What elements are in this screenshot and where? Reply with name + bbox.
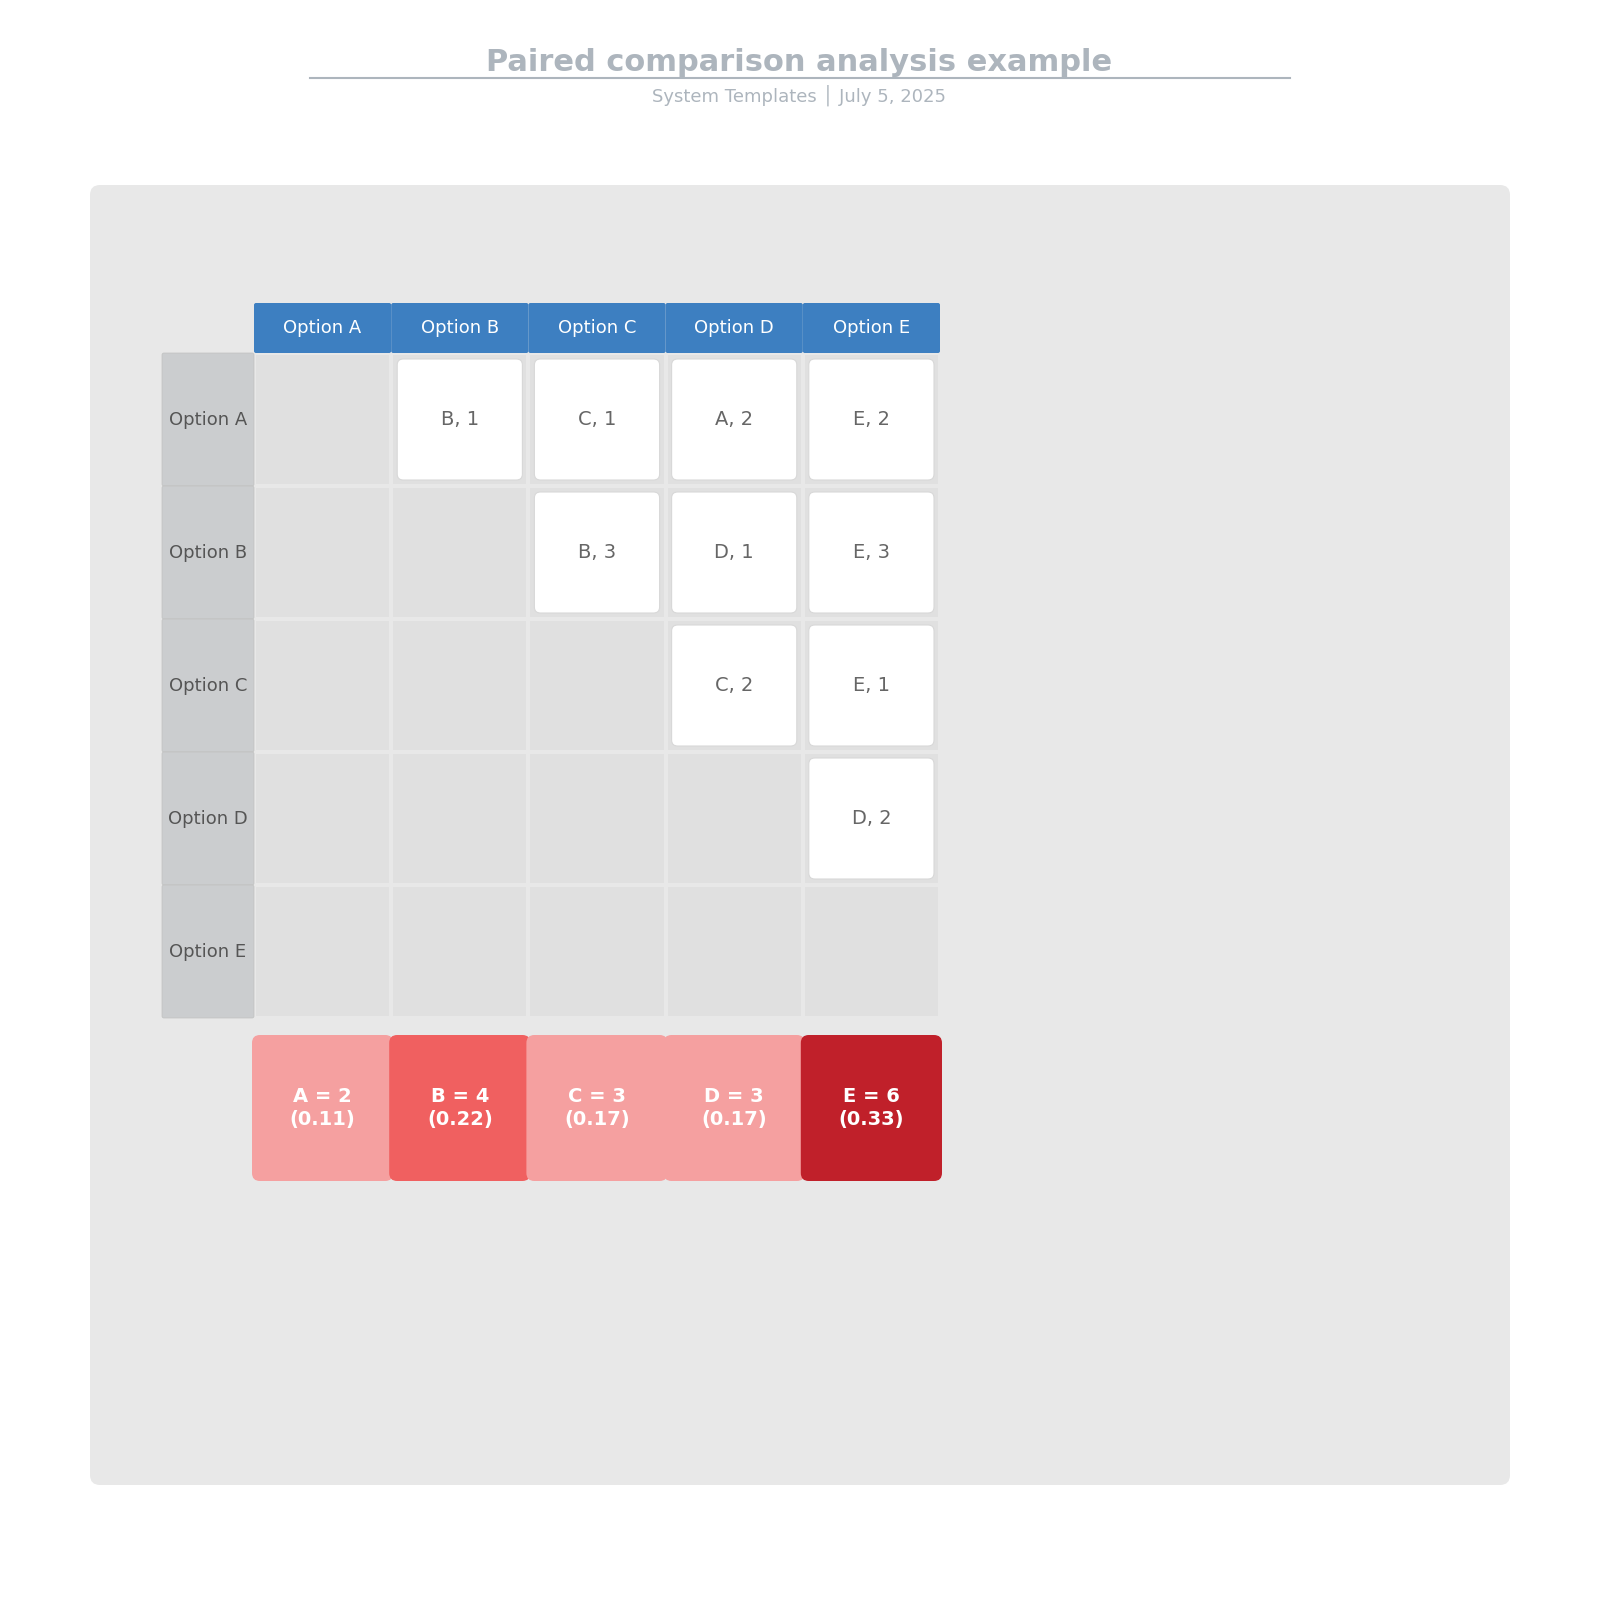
FancyBboxPatch shape (664, 1035, 804, 1182)
FancyBboxPatch shape (668, 887, 801, 1015)
FancyBboxPatch shape (801, 1035, 942, 1182)
FancyBboxPatch shape (90, 185, 1509, 1485)
FancyBboxPatch shape (668, 620, 801, 750)
FancyBboxPatch shape (531, 488, 664, 617)
Text: Option B: Option B (169, 544, 248, 561)
FancyBboxPatch shape (528, 302, 665, 353)
Text: B = 4
(0.22): B = 4 (0.22) (427, 1087, 492, 1129)
Text: E, 1: E, 1 (852, 676, 891, 696)
FancyBboxPatch shape (256, 488, 389, 617)
FancyBboxPatch shape (531, 755, 664, 883)
FancyBboxPatch shape (531, 620, 664, 750)
Text: C = 3
(0.17): C = 3 (0.17) (564, 1087, 630, 1129)
FancyBboxPatch shape (256, 887, 389, 1015)
FancyBboxPatch shape (809, 758, 934, 879)
FancyBboxPatch shape (804, 488, 939, 617)
Text: D, 2: D, 2 (852, 809, 891, 828)
FancyBboxPatch shape (668, 355, 801, 484)
Text: D = 3
(0.17): D = 3 (0.17) (702, 1087, 768, 1129)
FancyBboxPatch shape (161, 619, 254, 752)
FancyBboxPatch shape (389, 1035, 531, 1182)
FancyBboxPatch shape (161, 486, 254, 619)
Text: A = 2
(0.11): A = 2 (0.11) (289, 1087, 355, 1129)
FancyBboxPatch shape (254, 302, 392, 353)
FancyBboxPatch shape (393, 887, 526, 1015)
Text: System Templates │ July 5, 2025: System Templates │ July 5, 2025 (652, 85, 947, 106)
FancyBboxPatch shape (804, 355, 939, 484)
FancyBboxPatch shape (393, 488, 526, 617)
Text: E, 2: E, 2 (852, 409, 891, 429)
FancyBboxPatch shape (393, 620, 526, 750)
Text: Option E: Option E (833, 318, 910, 337)
Text: D, 1: D, 1 (715, 544, 755, 561)
Text: Option A: Option A (169, 411, 248, 429)
FancyBboxPatch shape (809, 360, 934, 480)
FancyBboxPatch shape (668, 755, 801, 883)
Text: A, 2: A, 2 (715, 409, 753, 429)
FancyBboxPatch shape (665, 302, 803, 353)
FancyBboxPatch shape (392, 302, 528, 353)
FancyBboxPatch shape (256, 355, 389, 484)
FancyBboxPatch shape (672, 625, 796, 747)
Text: B, 1: B, 1 (441, 409, 478, 429)
Text: C, 2: C, 2 (715, 676, 753, 696)
Text: Option B: Option B (421, 318, 499, 337)
FancyBboxPatch shape (397, 360, 523, 480)
FancyBboxPatch shape (161, 752, 254, 884)
Text: Option C: Option C (558, 318, 636, 337)
Text: B, 3: B, 3 (577, 544, 616, 561)
FancyBboxPatch shape (804, 755, 939, 883)
FancyBboxPatch shape (161, 884, 254, 1019)
Text: C, 1: C, 1 (577, 409, 616, 429)
FancyBboxPatch shape (531, 887, 664, 1015)
FancyBboxPatch shape (804, 620, 939, 750)
Text: E = 6
(0.33): E = 6 (0.33) (838, 1087, 903, 1129)
FancyBboxPatch shape (809, 492, 934, 612)
FancyBboxPatch shape (672, 360, 796, 480)
FancyBboxPatch shape (531, 355, 664, 484)
Text: Option E: Option E (169, 942, 246, 961)
FancyBboxPatch shape (256, 755, 389, 883)
FancyBboxPatch shape (256, 620, 389, 750)
FancyBboxPatch shape (672, 492, 796, 612)
FancyBboxPatch shape (804, 887, 939, 1015)
Text: Option D: Option D (168, 809, 248, 828)
Text: Option D: Option D (694, 318, 774, 337)
FancyBboxPatch shape (526, 1035, 668, 1182)
FancyBboxPatch shape (161, 353, 254, 486)
FancyBboxPatch shape (534, 360, 660, 480)
Text: Paired comparison analysis example: Paired comparison analysis example (486, 48, 1111, 77)
FancyBboxPatch shape (253, 1035, 393, 1182)
Text: Option C: Option C (169, 676, 248, 694)
FancyBboxPatch shape (668, 488, 801, 617)
FancyBboxPatch shape (393, 355, 526, 484)
FancyBboxPatch shape (393, 755, 526, 883)
Text: Option A: Option A (283, 318, 361, 337)
Text: E, 3: E, 3 (852, 544, 891, 561)
FancyBboxPatch shape (534, 492, 660, 612)
FancyBboxPatch shape (803, 302, 940, 353)
FancyBboxPatch shape (809, 625, 934, 747)
